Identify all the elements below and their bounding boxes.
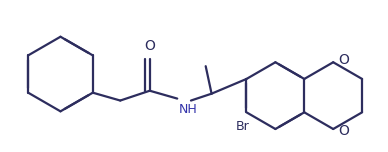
Text: O: O	[144, 39, 155, 53]
Text: NH: NH	[179, 102, 198, 116]
Text: O: O	[338, 53, 349, 67]
Text: Br: Br	[236, 120, 249, 133]
Text: O: O	[338, 124, 349, 138]
